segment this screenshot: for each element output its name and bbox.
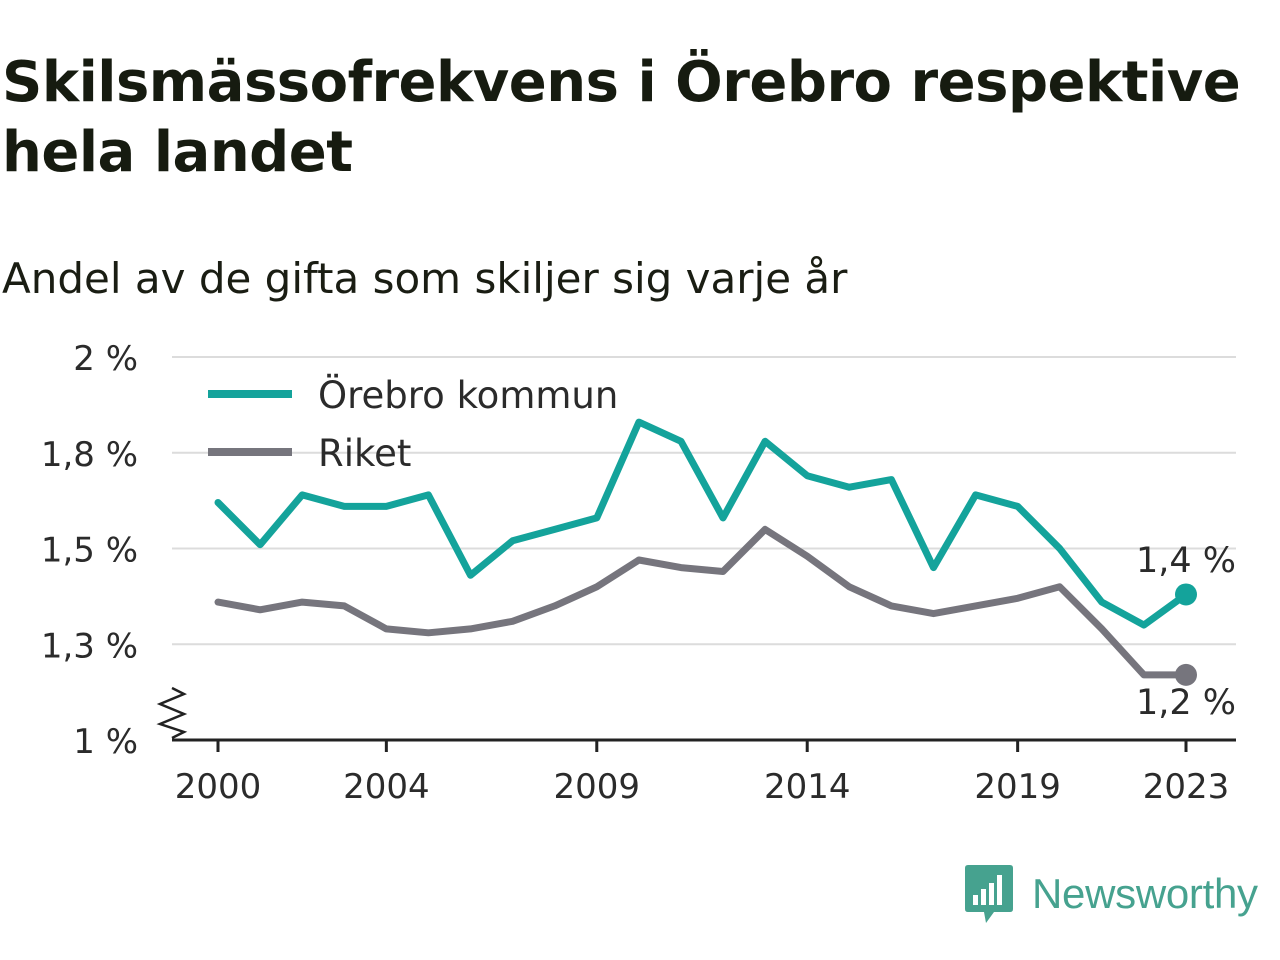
y-tick-label: 1,8 % [41,435,138,475]
end-point-riket [1175,663,1197,686]
series-lines [214,418,1197,686]
legend-label-riket: Riket [318,432,411,475]
y-axis-ticks: 1 % 1,3 % 1,5 % 1,8 % 2 % [41,339,188,762]
newsworthy-brand: Newsworthy [964,862,1258,926]
axis-break-mark [156,686,188,740]
y-tick-label: 2 % [73,339,138,379]
series-line-riket [214,525,1190,679]
chart-subtitle: Andel av de gifta som skiljer sig varje … [2,254,848,303]
x-tick-label: 2004 [343,767,430,807]
x-tick-label: 2000 [175,767,262,807]
newsworthy-logo-icon [965,865,1013,923]
end-label-riket: 1,2 % [1136,683,1236,723]
legend: Örebro kommun Riket [208,374,618,475]
y-tick-label: 1,3 % [41,626,138,666]
end-point-orebro [1175,583,1197,606]
x-tick-label: 2023 [1143,767,1230,807]
line-chart: 1 %1,3 %1,5 %1,8 %2 % 2000 2004 2009 2014 20… [41,339,1236,807]
end-labels: 1,4 % 1,2 % [1136,541,1236,723]
x-tick-label: 2014 [764,767,851,807]
x-tick-label: 2009 [554,767,641,807]
series-line-orebro [214,418,1190,629]
chart-title: Skilsmässofrekvens i Örebro respektive h… [2,50,1241,185]
x-axis: 2000 2004 2009 2014 2019 2023 [172,738,1236,807]
end-label-orebro: 1,4 % [1136,541,1236,581]
x-tick-label: 2019 [974,767,1061,807]
gridlines [172,356,1236,646]
legend-label-orebro: Örebro kommun [318,374,618,417]
y-tick-label: 1,5 % [41,531,138,571]
newsworthy-wordmark: Newsworthy [1032,870,1258,917]
y-tick-label: 1 % [73,722,138,762]
